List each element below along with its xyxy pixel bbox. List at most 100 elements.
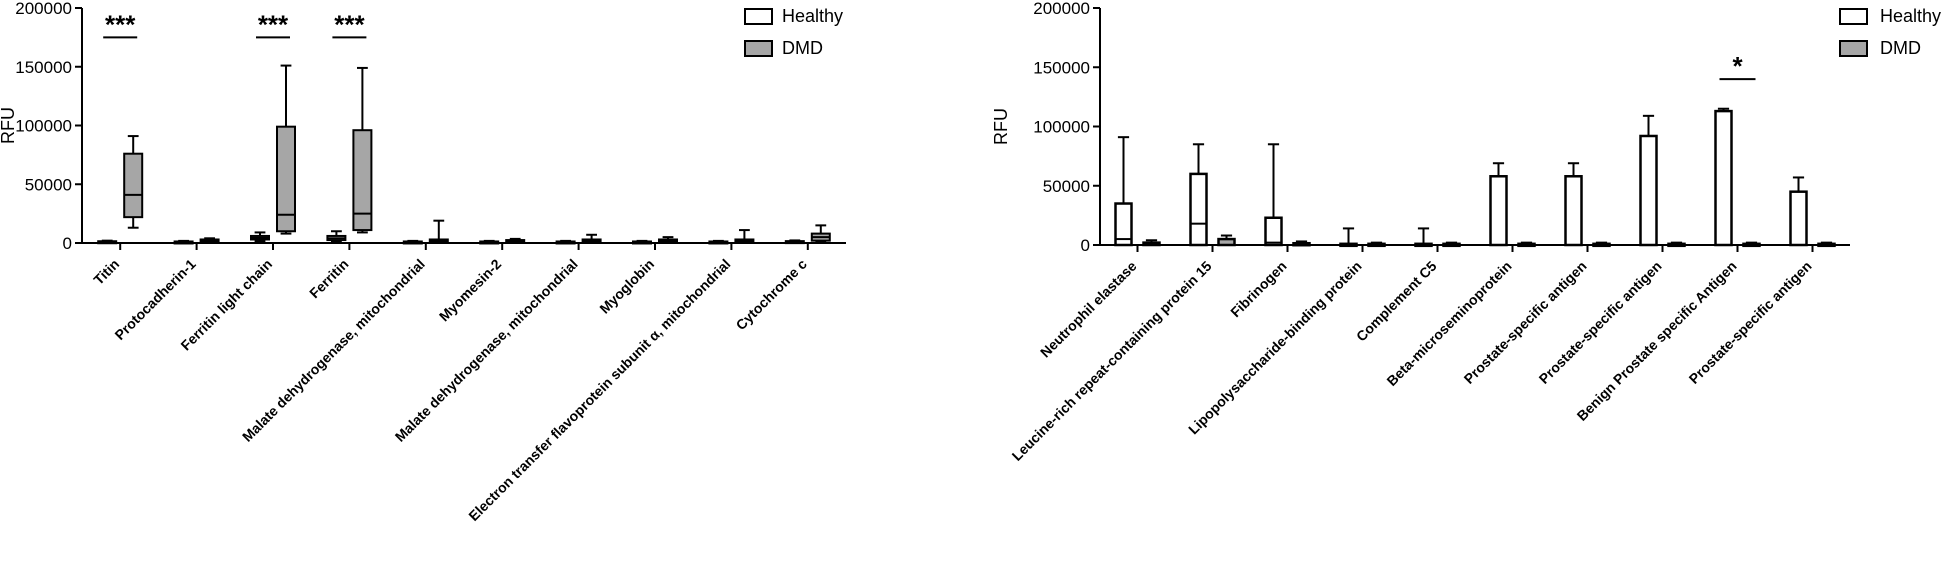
- box-dmd: [199, 237, 220, 244]
- bar-body: [1742, 242, 1761, 248]
- category-label: Protocadherin-1: [111, 256, 198, 343]
- bar-dmd: [1517, 241, 1536, 248]
- bar-body: [1339, 242, 1358, 248]
- box-body: [276, 125, 296, 233]
- bar-dmd: [1292, 240, 1311, 247]
- left-chart: 0 50000 100000 150000 200000 RFU TitinProtocad…: [0, 0, 846, 524]
- category-label: Electron transfer flavoprotein subunit α…: [465, 256, 733, 524]
- box-healthy: [402, 239, 423, 245]
- bar-body: [1142, 241, 1161, 247]
- box-dmd: [734, 229, 755, 244]
- category-label: Fibrinogen: [1227, 258, 1289, 320]
- box-healthy: [708, 239, 729, 245]
- legend-swatch-dmd: [744, 40, 773, 57]
- y-tick-label: 50000: [1043, 177, 1090, 196]
- legend-label: Healthy: [1880, 6, 1941, 26]
- legend-swatch-healthy: [744, 8, 773, 25]
- bar-dmd: [1742, 241, 1761, 248]
- y-tick-label: 50000: [25, 175, 72, 194]
- bar-healthy: [1114, 136, 1133, 247]
- bar-body: [1217, 237, 1236, 247]
- bar-body: [1114, 202, 1133, 247]
- category-label: Myoglobin: [596, 256, 657, 317]
- box-healthy: [555, 239, 576, 245]
- bar-body: [1639, 134, 1658, 247]
- category-label: Benign Prostate specific Antigen: [1574, 258, 1740, 424]
- bar-dmd: [1817, 241, 1836, 248]
- legend-label: DMD: [782, 38, 823, 58]
- box-healthy: [784, 239, 805, 245]
- box-dmd: [123, 135, 144, 229]
- bar-body: [1367, 242, 1386, 248]
- box-body: [352, 129, 373, 232]
- y-tick-label: 200000: [1033, 0, 1090, 18]
- category-label: Ferritin: [306, 256, 351, 301]
- bar-healthy: [1714, 107, 1733, 247]
- bar-dmd: [1142, 239, 1161, 247]
- bar-body: [1442, 242, 1461, 248]
- category-label: Prostate-specific antigen: [1461, 258, 1590, 387]
- box-healthy: [250, 231, 270, 243]
- bar-body: [1292, 241, 1311, 247]
- bar-healthy: [1264, 143, 1283, 247]
- bar-healthy: [1639, 114, 1658, 247]
- bar-dmd: [1667, 241, 1686, 248]
- box-healthy: [479, 239, 500, 245]
- bar-body: [1264, 216, 1283, 247]
- category-label: Cytochrome c: [733, 256, 810, 333]
- bar-body: [1667, 242, 1686, 248]
- box-healthy: [632, 239, 652, 245]
- y-tick-label: 200000: [15, 0, 72, 18]
- bar-body: [1817, 242, 1836, 248]
- bar-body: [1189, 172, 1208, 247]
- bar-healthy: [1189, 143, 1208, 247]
- category-label: Lipopolysaccharide-binding protein: [1185, 258, 1365, 438]
- bar-body: [1592, 242, 1611, 248]
- legend-label: Healthy: [782, 6, 843, 26]
- box-healthy: [326, 230, 347, 243]
- bar-body: [1517, 242, 1536, 248]
- significance-label: *: [1732, 51, 1743, 81]
- bar-dmd: [1592, 241, 1611, 248]
- box-dmd: [505, 237, 526, 244]
- significance-label: ***: [334, 9, 365, 39]
- y-axis-title: RFU: [0, 107, 18, 144]
- bar-healthy: [1489, 162, 1508, 247]
- bar-body: [1414, 242, 1433, 248]
- category-label: Complement C5: [1353, 258, 1440, 345]
- y-axis-title: RFU: [991, 108, 1011, 145]
- significance-label: ***: [105, 9, 136, 39]
- box-dmd: [428, 219, 449, 244]
- bar-healthy: [1789, 176, 1808, 247]
- box-dmd: [658, 236, 678, 244]
- bar-body: [1489, 175, 1508, 247]
- y-tick-label: 150000: [15, 58, 72, 77]
- legend-swatch-dmd: [1839, 40, 1868, 57]
- bar-dmd: [1367, 241, 1386, 248]
- box-dmd: [810, 224, 831, 243]
- legend-swatch-healthy: [1839, 8, 1868, 25]
- box-body: [123, 152, 144, 219]
- category-label: Myomesin-2: [436, 256, 505, 325]
- y-tick-label: 0: [63, 234, 72, 253]
- y-tick-label: 0: [1081, 236, 1090, 255]
- category-label: Titin: [90, 256, 122, 288]
- significance-label: ***: [258, 9, 289, 39]
- bar-dmd: [1217, 234, 1236, 247]
- y-tick-label: 100000: [1033, 118, 1090, 137]
- legend-label: DMD: [1880, 38, 1921, 58]
- box-dmd: [581, 233, 602, 244]
- y-tick-label: 150000: [1033, 58, 1090, 77]
- category-label: Beta-microseminoprotein: [1383, 258, 1514, 389]
- box-dmd: [352, 66, 373, 234]
- bar-healthy: [1339, 227, 1358, 248]
- box-healthy: [97, 239, 118, 245]
- bar-body: [1789, 190, 1808, 247]
- bar-healthy: [1414, 227, 1433, 248]
- bar-dmd: [1442, 241, 1461, 248]
- bar-body: [1564, 175, 1583, 247]
- y-tick-label: 100000: [15, 117, 72, 136]
- category-label: Prostate-specific antigen: [1536, 258, 1665, 387]
